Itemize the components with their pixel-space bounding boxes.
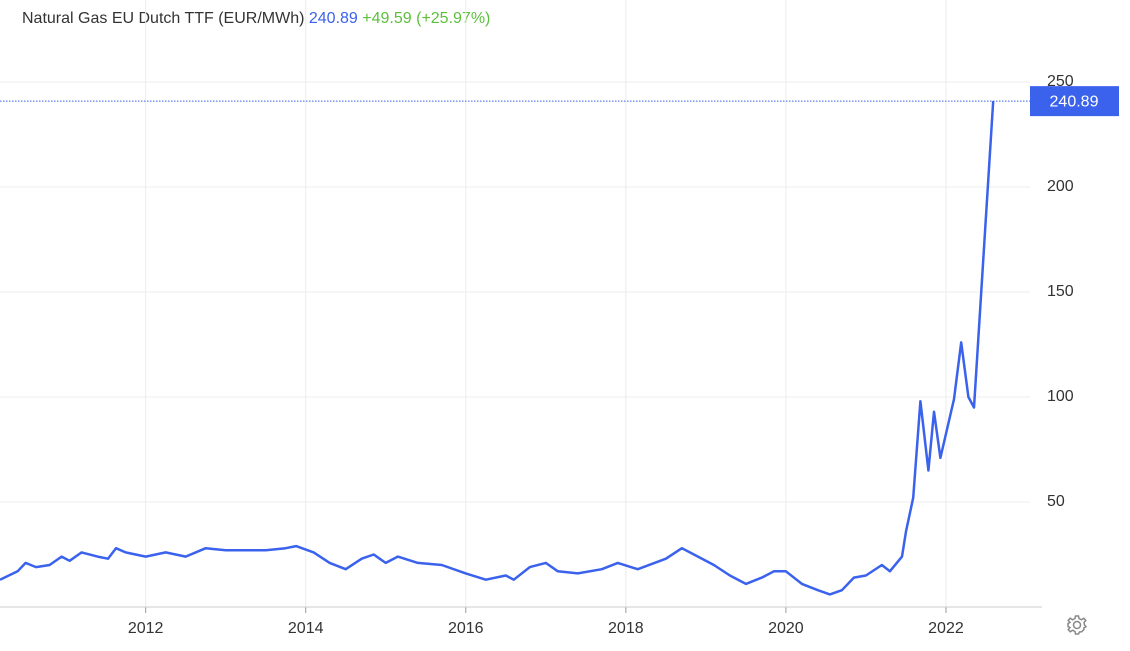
settings-icon[interactable] [1067, 615, 1088, 635]
x-tick-label: 2016 [448, 620, 484, 637]
y-tick-label: 150 [1047, 283, 1074, 300]
data-line [0, 101, 995, 596]
x-tick-label: 2020 [768, 620, 804, 637]
title-text: Natural Gas EU Dutch TTF (EUR/MWh) [22, 10, 304, 27]
last-value-box [1030, 86, 1119, 117]
change-percent: (+25.97%) [416, 10, 490, 27]
y-tick-label: 100 [1047, 388, 1074, 405]
change: +49.59 [362, 10, 411, 27]
last-value-label: 240.89 [1050, 93, 1099, 110]
y-tick-label: 250 [1047, 73, 1074, 90]
last-value: 240.89 [309, 10, 358, 27]
x-tick-label: 2018 [608, 620, 644, 637]
y-tick-label: 50 [1047, 493, 1065, 510]
x-tick-label: 2022 [928, 620, 964, 637]
y-tick-label: 200 [1047, 178, 1074, 195]
chart-title: Natural Gas EU Dutch TTF (EUR/MWh) 240.8… [22, 10, 490, 27]
x-tick-label: 2012 [128, 620, 164, 637]
x-tick-label: 2014 [288, 620, 324, 637]
